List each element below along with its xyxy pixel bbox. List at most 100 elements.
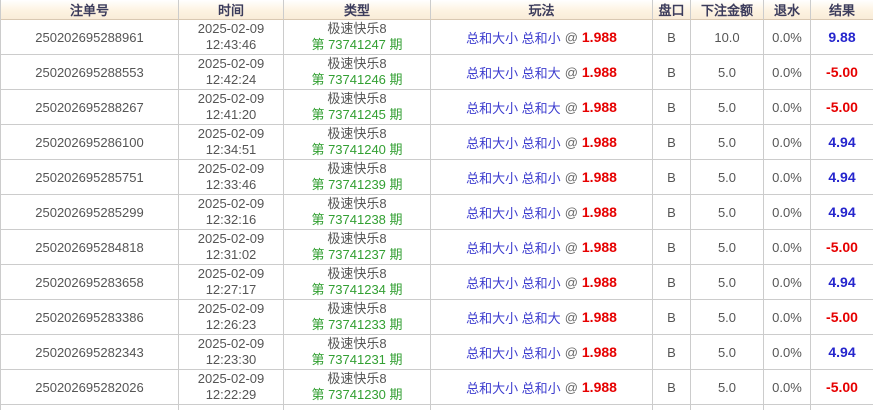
odds-value: 1.988 (581, 344, 617, 360)
play-label: 总和大小 总和小 (466, 135, 561, 151)
market-cell: B (653, 55, 691, 90)
market-cell: B (653, 300, 691, 335)
table-row: 250202695285751 2025-02-09 12:33:46 极速快乐… (1, 160, 873, 195)
order-no-cell: 250202695282343 (1, 335, 179, 370)
bet-time: 12:41:20 (205, 107, 257, 122)
result-value: 9.88 (828, 29, 856, 45)
order-no: 250202695288267 (35, 99, 144, 115)
type-cell: 极速快乐8 第 73741238 期 (284, 195, 431, 230)
time-cell: 2025-02-09 12:31:02 (179, 230, 284, 265)
rebate-value: 0.0% (772, 99, 802, 115)
result-cell: 9.88 (811, 20, 873, 55)
result-cell: 4.94 (811, 335, 873, 370)
bet-time: 12:31:02 (205, 247, 257, 262)
bet-time: 12:42:24 (205, 72, 257, 87)
bet-time: 12:27:17 (205, 282, 257, 297)
result-cell: -5.00 (811, 300, 873, 335)
order-no: 250202695282026 (35, 379, 144, 395)
amount-cell: 5.0 (691, 125, 764, 160)
at-symbol: @ (564, 204, 578, 220)
period-label: 第 73741237 期 (311, 247, 403, 262)
amount-cell: 5.0 (691, 370, 764, 405)
result-cell: -5.00 (811, 370, 873, 405)
time-cell: 2025-02-09 12:34:51 (179, 125, 284, 160)
type-cell: 极速快乐8 第 73741240 期 (284, 125, 431, 160)
header-amount: 下注金额 (691, 0, 764, 20)
period-label: 第 73741231 期 (311, 352, 403, 367)
rebate-cell: 0.0% (764, 125, 811, 160)
table-row: 250202695288267 2025-02-09 12:41:20 极速快乐… (1, 90, 873, 125)
at-symbol: @ (564, 169, 578, 185)
result-cell (811, 405, 873, 410)
result-value: 4.94 (828, 344, 856, 360)
table-row: 250202695286100 2025-02-09 12:34:51 极速快乐… (1, 125, 873, 160)
period-label: 第 73741245 期 (311, 107, 403, 122)
amount-value: 5.0 (717, 344, 737, 360)
rebate-cell: 0.0% (764, 160, 811, 195)
order-no: 250202695283658 (35, 274, 144, 290)
bet-time: 12:23:30 (205, 352, 257, 367)
at-symbol: @ (564, 309, 578, 325)
table-row: 250202695283658 2025-02-09 12:27:17 极速快乐… (1, 265, 873, 300)
market-cell: B (653, 335, 691, 370)
period-label: 第 73741239 期 (311, 177, 403, 192)
period-label: 第 73741234 期 (311, 282, 403, 297)
header-result: 结果 (811, 0, 873, 20)
order-no-cell: 250202695282026 (1, 370, 179, 405)
table-body: 250202695288961 2025-02-09 12:43:46 极速快乐… (1, 20, 873, 410)
odds-value: 1.988 (581, 239, 617, 255)
play-cell: 总和大小 总和小 @ 1.988 (431, 160, 653, 195)
rebate-value: 0.0% (772, 169, 802, 185)
time-cell: 2025-02-09 12:33:46 (179, 160, 284, 195)
rebate-value: 0.0% (772, 274, 802, 290)
time-cell (179, 405, 284, 410)
type-cell: 极速快乐8 第 73741231 期 (284, 335, 431, 370)
play-cell: 总和大小 总和大 @ 1.988 (431, 300, 653, 335)
play-label: 总和大小 总和小 (466, 30, 561, 46)
table-row: 250202695282343 2025-02-09 12:23:30 极速快乐… (1, 335, 873, 370)
game-name: 极速快乐8 (327, 161, 387, 176)
play-label: 总和大小 总和小 (466, 275, 561, 291)
amount-cell: 5.0 (691, 230, 764, 265)
result-value: 4.94 (828, 204, 856, 220)
rebate-cell: 0.0% (764, 20, 811, 55)
order-no: 250202695283386 (35, 309, 144, 325)
market-cell: B (653, 230, 691, 265)
time-cell: 2025-02-09 12:32:16 (179, 195, 284, 230)
period-label: 第 73741246 期 (311, 72, 403, 87)
rebate-value: 0.0% (772, 379, 802, 395)
order-no-cell: 250202695288961 (1, 20, 179, 55)
order-no: 250202695285751 (35, 169, 144, 185)
play-cell (431, 405, 653, 410)
period-label: 第 73741230 期 (311, 387, 403, 402)
game-name: 极速快乐8 (327, 91, 387, 106)
market-value: B (667, 204, 676, 220)
market-value: B (667, 274, 676, 290)
play-cell: 总和大小 总和大 @ 1.988 (431, 90, 653, 125)
bet-date: 2025-02-09 (197, 21, 265, 36)
bet-date: 2025-02-09 (197, 196, 265, 211)
market-cell: B (653, 90, 691, 125)
header-rebate: 退水 (764, 0, 811, 20)
time-cell: 2025-02-09 12:22:29 (179, 370, 284, 405)
bet-date: 2025-02-09 (197, 56, 265, 71)
result-value: -5.00 (826, 64, 858, 80)
rebate-cell: 0.0% (764, 90, 811, 125)
bet-date: 2025-02-09 (197, 266, 265, 281)
type-cell: 极速快乐8 第 73741233 期 (284, 300, 431, 335)
table-row: 250202695282026 2025-02-09 12:22:29 极速快乐… (1, 370, 873, 405)
rebate-cell: 0.0% (764, 265, 811, 300)
order-no-cell: 250202695288553 (1, 55, 179, 90)
play-label: 总和大小 总和大 (466, 310, 561, 326)
at-symbol: @ (564, 134, 578, 150)
order-no-cell: 250202695285751 (1, 160, 179, 195)
odds-value: 1.988 (581, 99, 617, 115)
rebate-cell: 0.0% (764, 55, 811, 90)
amount-value: 5.0 (717, 99, 737, 115)
rebate-cell: 0.0% (764, 230, 811, 265)
amount-value: 5.0 (717, 134, 737, 150)
rebate-cell: 0.0% (764, 335, 811, 370)
market-value: B (667, 239, 676, 255)
time-cell: 2025-02-09 12:41:20 (179, 90, 284, 125)
amount-value: 5.0 (717, 274, 737, 290)
